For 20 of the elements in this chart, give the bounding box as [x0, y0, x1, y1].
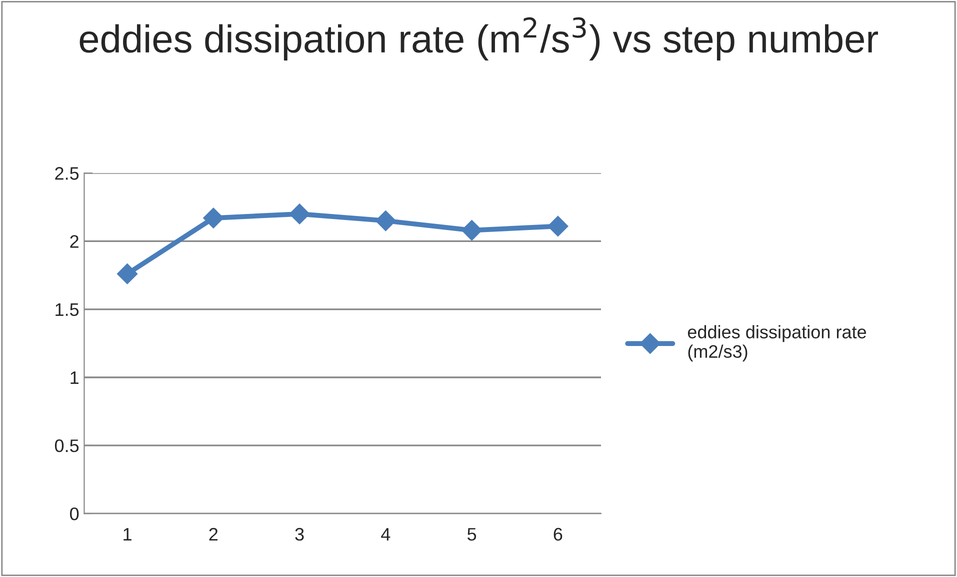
point — [461, 220, 482, 241]
x-tick-label: 4 — [381, 528, 390, 541]
x-tick-label: 1 — [124, 528, 132, 541]
y-tick-label: 0.5 — [54, 439, 79, 452]
y-tick-label: 2.5 — [55, 167, 79, 180]
x-tick-label: 5 — [468, 528, 476, 541]
y-tick-label: 2 — [70, 235, 78, 248]
point — [289, 204, 310, 224]
point — [116, 264, 138, 284]
point — [375, 210, 396, 232]
y-tick-label: 0 — [70, 507, 79, 520]
point — [548, 216, 568, 237]
y-tick-label: 1 — [70, 371, 78, 384]
x-tick-label: 3 — [295, 528, 304, 541]
x-tick-label: 2 — [209, 528, 218, 541]
point — [203, 208, 224, 228]
chart-title: eddies dissipation rate (m$^{2}$/s$^{3}$) vs step number — [80, 17, 878, 60]
legend-label: eddies dissipation rate (m2/s3) — [688, 325, 866, 362]
x-tick-label: 6 — [554, 528, 562, 541]
y-tick-label: 1.5 — [56, 303, 79, 316]
